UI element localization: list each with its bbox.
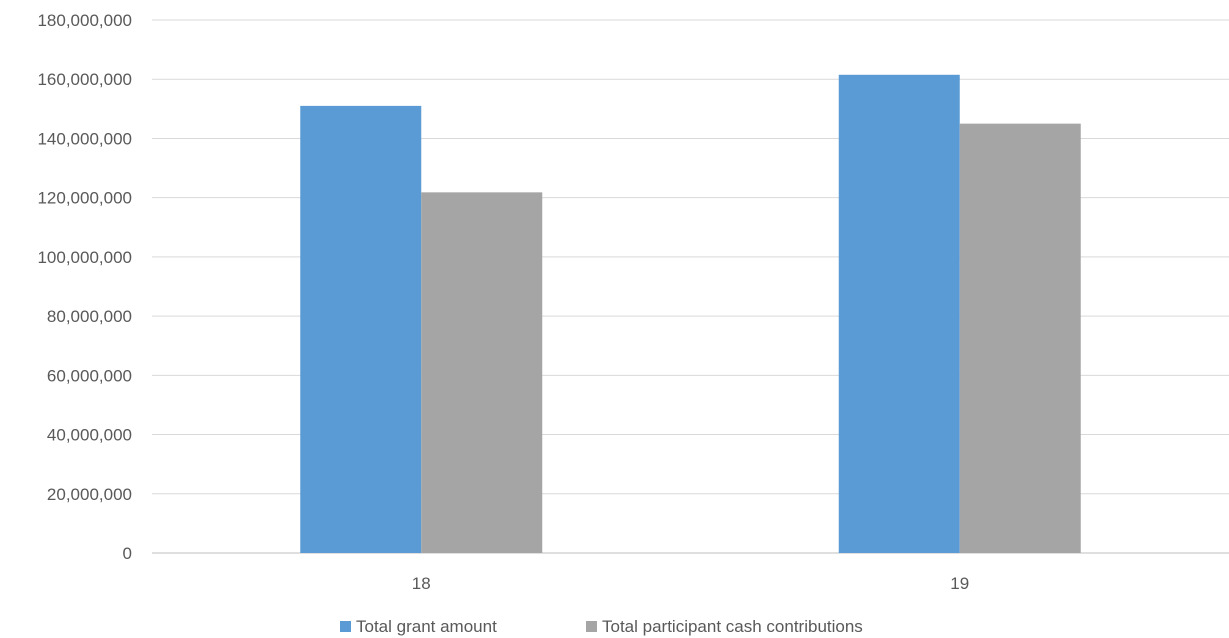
y-tick-label: 80,000,000 xyxy=(47,307,132,326)
legend-label: Total grant amount xyxy=(356,617,497,636)
y-tick-label: 120,000,000 xyxy=(37,189,132,208)
y-tick-label: 100,000,000 xyxy=(37,248,132,267)
y-tick-label: 180,000,000 xyxy=(37,11,132,30)
y-tick-label: 140,000,000 xyxy=(37,129,132,148)
x-tick-label: 19 xyxy=(950,574,969,593)
legend-label: Total participant cash contributions xyxy=(602,617,863,636)
bar-grant-19 xyxy=(838,74,960,554)
x-axis: 18 19 xyxy=(412,574,969,593)
bar-participant-18 xyxy=(421,192,543,553)
y-axis: 0 20,000,000 40,000,000 60,000,000 80,000,00… xyxy=(37,11,132,563)
x-tick-label: 18 xyxy=(412,574,431,593)
bar-grant-18 xyxy=(300,105,422,553)
legend-swatch xyxy=(340,621,351,632)
y-tick-label: 0 xyxy=(123,544,132,563)
y-tick-label: 160,000,000 xyxy=(37,70,132,89)
legend: Total grant amount Total participant cash… xyxy=(340,617,863,636)
legend-swatch xyxy=(586,621,597,632)
y-tick-label: 60,000,000 xyxy=(47,366,132,385)
bars xyxy=(300,74,1081,554)
y-tick-label: 20,000,000 xyxy=(47,485,132,504)
y-tick-label: 40,000,000 xyxy=(47,426,132,445)
bar-participant-19 xyxy=(959,123,1081,553)
